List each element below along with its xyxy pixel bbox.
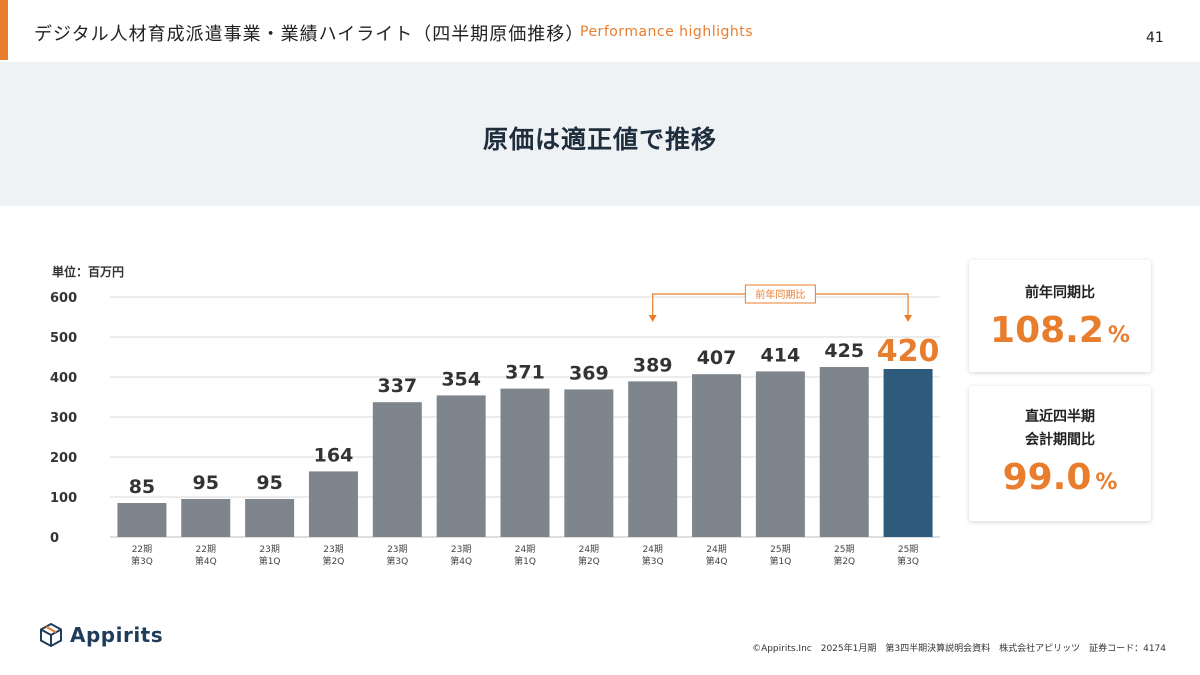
- kpi-label: 前年同期比: [1025, 285, 1095, 301]
- data-label: 420: [877, 334, 940, 369]
- kpi-unit: %: [1107, 323, 1130, 348]
- arrow-down-icon: [648, 315, 657, 322]
- arrow-down-icon: [904, 315, 913, 322]
- data-label: 407: [697, 347, 737, 369]
- footer-copyright: ©Appirits.Inc 2025年1月期 第3四半期決算説明会資料 株式会社…: [752, 644, 1166, 654]
- kpi-card-qoq: 直近四半期 会計期間比 99.0%: [969, 386, 1151, 521]
- data-label: 425: [824, 340, 864, 362]
- bar: [883, 369, 933, 537]
- x-tick-label: 第4Q: [450, 555, 472, 567]
- x-tick-label: 24期: [642, 544, 662, 555]
- page-subtitle: Performance highlights: [580, 24, 754, 40]
- x-tick-label: 第3Q: [131, 555, 153, 567]
- bar: [372, 402, 422, 537]
- data-label: 95: [256, 472, 282, 494]
- data-label: 354: [441, 368, 481, 390]
- x-tick-label: 24期: [579, 544, 599, 555]
- message-banner: 原価は適正値で推移: [0, 62, 1200, 206]
- kpi-label-line-1: 直近四半期: [1025, 409, 1095, 425]
- x-tick-label: 第2Q: [323, 555, 345, 567]
- bar: [181, 499, 231, 537]
- x-tick-label: 第2Q: [578, 555, 600, 567]
- y-tick-label: 100: [50, 491, 77, 506]
- bar: [755, 371, 805, 537]
- x-tick-label: 第4Q: [706, 555, 728, 567]
- bar: [436, 395, 486, 537]
- bar: [628, 381, 678, 537]
- x-tick-label: 25期: [834, 544, 854, 555]
- header-accent-bar: [0, 0, 8, 60]
- banner-title: 原価は適正値で推移: [482, 125, 717, 154]
- comparison-label-box: [744, 284, 816, 304]
- logo-text: Appirits: [70, 623, 164, 647]
- data-label: 389: [633, 354, 673, 376]
- bar: [692, 374, 742, 537]
- x-tick-label: 第3Q: [386, 555, 408, 567]
- x-tick-label: 23期: [451, 544, 471, 555]
- header: デジタル人材育成派遣事業・業績ハイライト（四半期原価推移） Performanc…: [0, 0, 1200, 62]
- comparison-label: 前年同期比: [755, 288, 805, 301]
- x-tick-label: 22期: [196, 544, 216, 555]
- x-tick-label: 第3Q: [897, 555, 919, 567]
- x-tick-label: 22期: [132, 544, 152, 555]
- y-tick-label: 300: [50, 411, 77, 426]
- y-tick-label: 200: [50, 451, 77, 466]
- x-tick-label: 第3Q: [642, 555, 664, 567]
- data-label: 164: [314, 444, 354, 466]
- bar: [819, 367, 869, 537]
- data-label: 371: [505, 362, 545, 384]
- bars-layer: [117, 367, 933, 537]
- comparison-annotation: 前年同期比: [648, 284, 913, 322]
- x-tick-label: 24期: [706, 544, 726, 555]
- data-label: 337: [377, 375, 417, 397]
- bar: [564, 389, 614, 537]
- kpi-label-line-2: 会計期間比: [1025, 432, 1095, 448]
- x-tick-label: 第1Q: [259, 555, 281, 567]
- cube-icon: [40, 622, 62, 648]
- data-label: 369: [569, 362, 609, 384]
- kpi-value: 99.0%: [1002, 457, 1118, 498]
- page-title: デジタル人材育成派遣事業・業績ハイライト（四半期原価推移）: [34, 24, 585, 45]
- bar: [245, 499, 295, 537]
- kpi-unit: %: [1095, 470, 1118, 495]
- page-number: 41: [1146, 30, 1164, 46]
- x-tick-label: 第1Q: [769, 555, 791, 567]
- x-tick-label: 第1Q: [514, 555, 536, 567]
- x-tick-label: 25期: [770, 544, 790, 555]
- kpi-card-yoy: 前年同期比 108.2%: [969, 260, 1151, 372]
- kpi-value: 108.2%: [990, 310, 1130, 351]
- unit-label: 単位：百万円: [52, 265, 125, 279]
- x-tick-label: 第4Q: [195, 555, 217, 567]
- x-tick-label: 23期: [259, 544, 279, 555]
- bar: [500, 388, 550, 537]
- y-tick-label: 0: [50, 531, 59, 546]
- data-label: 95: [193, 472, 219, 494]
- logo: Appirits: [38, 622, 163, 648]
- x-tick-label: 25期: [898, 544, 918, 555]
- y-tick-label: 600: [50, 291, 77, 306]
- x-tick-label: 23期: [387, 544, 407, 555]
- y-tick-label: 500: [50, 331, 77, 346]
- bar: [117, 503, 167, 537]
- labels-layer: 8522期第3Q9522期第4Q9523期第1Q16423期第2Q33723期第…: [129, 334, 940, 567]
- x-tick-label: 24期: [515, 544, 535, 555]
- data-label: 414: [761, 344, 801, 366]
- y-tick-label: 400: [50, 371, 77, 386]
- x-tick-label: 第2Q: [833, 555, 855, 567]
- data-label: 85: [129, 476, 155, 498]
- bar: [308, 471, 358, 537]
- x-tick-label: 23期: [323, 544, 343, 555]
